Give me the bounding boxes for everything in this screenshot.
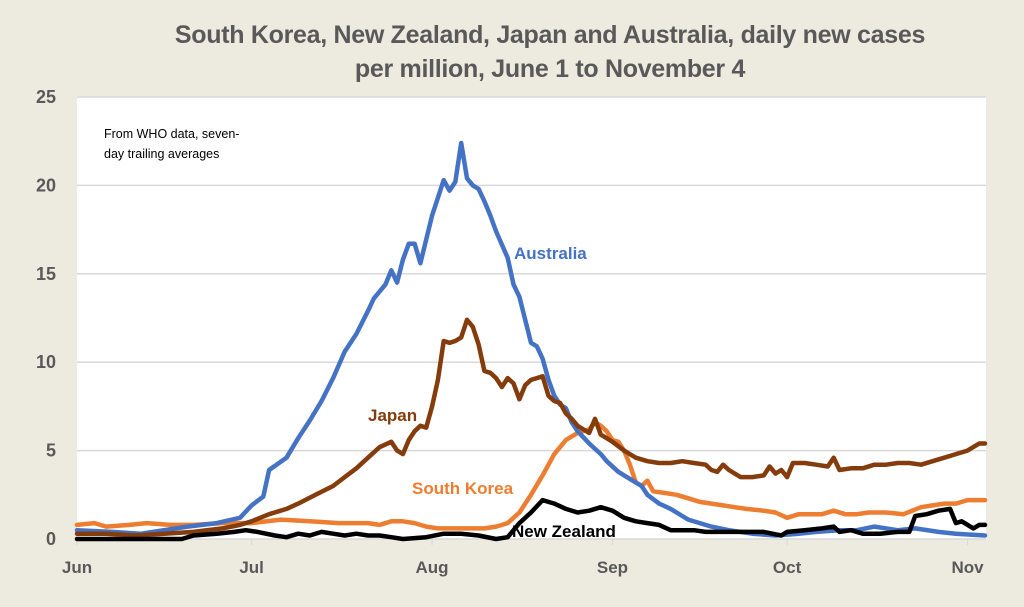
plot-area bbox=[77, 97, 986, 539]
y-tick-label: 5 bbox=[46, 441, 56, 461]
x-tick-label: Oct bbox=[773, 558, 802, 577]
annotation-line-2: day trailing averages bbox=[104, 147, 219, 161]
y-tick-label: 0 bbox=[46, 529, 56, 549]
series-lines bbox=[74, 140, 988, 542]
series-labels: Australia Japan South Korea New Zealand bbox=[368, 244, 616, 541]
y-tick-label: 15 bbox=[36, 264, 56, 284]
x-tick-label: Aug bbox=[416, 558, 449, 577]
series-label-australia: Australia bbox=[514, 244, 587, 263]
chart-title-line-2: per million, June 1 to November 4 bbox=[354, 55, 746, 83]
annotation-line-1: From WHO data, seven- bbox=[104, 127, 239, 141]
series-line-japan bbox=[74, 317, 988, 538]
series-line-new-zealand bbox=[74, 497, 988, 542]
x-tick-label: Nov bbox=[951, 558, 984, 577]
series-label-south-korea: South Korea bbox=[412, 479, 514, 498]
series-line-south-korea bbox=[74, 420, 988, 531]
x-tick-label: Sep bbox=[597, 558, 628, 577]
y-tick-label: 10 bbox=[36, 352, 56, 372]
series-label-japan: Japan bbox=[368, 406, 417, 425]
chart-title-line-1: South Korea, New Zealand, Japan and Aust… bbox=[174, 21, 926, 49]
gridlines bbox=[77, 96, 986, 540]
x-tick-label: Jul bbox=[239, 558, 264, 577]
x-tick-label: Jun bbox=[62, 558, 92, 577]
chart-title: South Korea, New Zealand, Japan and Aust… bbox=[140, 18, 960, 86]
series-line-australia bbox=[74, 140, 988, 538]
y-axis-ticks: 0 5 10 15 20 25 bbox=[36, 87, 56, 549]
y-tick-label: 25 bbox=[36, 87, 56, 107]
series-label-new-zealand: New Zealand bbox=[512, 522, 616, 541]
x-axis-ticks: Jun Jul Aug Sep Oct Nov bbox=[62, 539, 984, 577]
y-tick-label: 20 bbox=[36, 175, 56, 195]
